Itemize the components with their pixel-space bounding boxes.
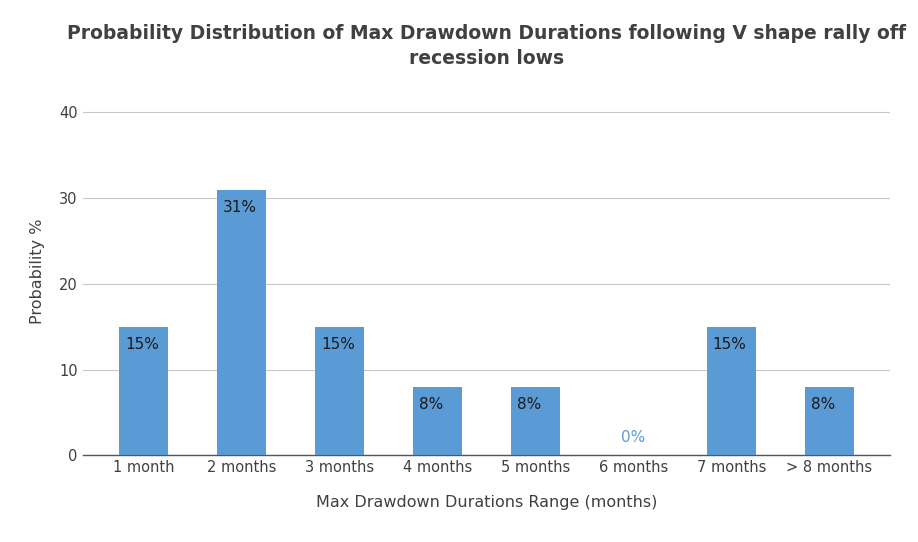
Bar — [707, 327, 756, 455]
Title: Probability Distribution of Max Drawdown Durations following V shape rally off
r: Probability Distribution of Max Drawdown… — [67, 24, 906, 68]
Text: 31%: 31% — [223, 200, 257, 215]
Text: 8%: 8% — [419, 397, 443, 412]
Text: 15%: 15% — [712, 337, 746, 352]
Y-axis label: Probability %: Probability % — [30, 218, 45, 324]
Bar — [218, 190, 266, 455]
Bar — [511, 386, 560, 455]
Bar — [119, 327, 168, 455]
Text: 0%: 0% — [621, 430, 645, 445]
Bar — [805, 386, 854, 455]
Text: 8%: 8% — [517, 397, 541, 412]
X-axis label: Max Drawdown Durations Range (months): Max Drawdown Durations Range (months) — [316, 495, 657, 509]
Bar — [315, 327, 364, 455]
Text: 8%: 8% — [811, 397, 834, 412]
Bar — [413, 386, 462, 455]
Text: 15%: 15% — [321, 337, 355, 352]
Text: 15%: 15% — [125, 337, 159, 352]
